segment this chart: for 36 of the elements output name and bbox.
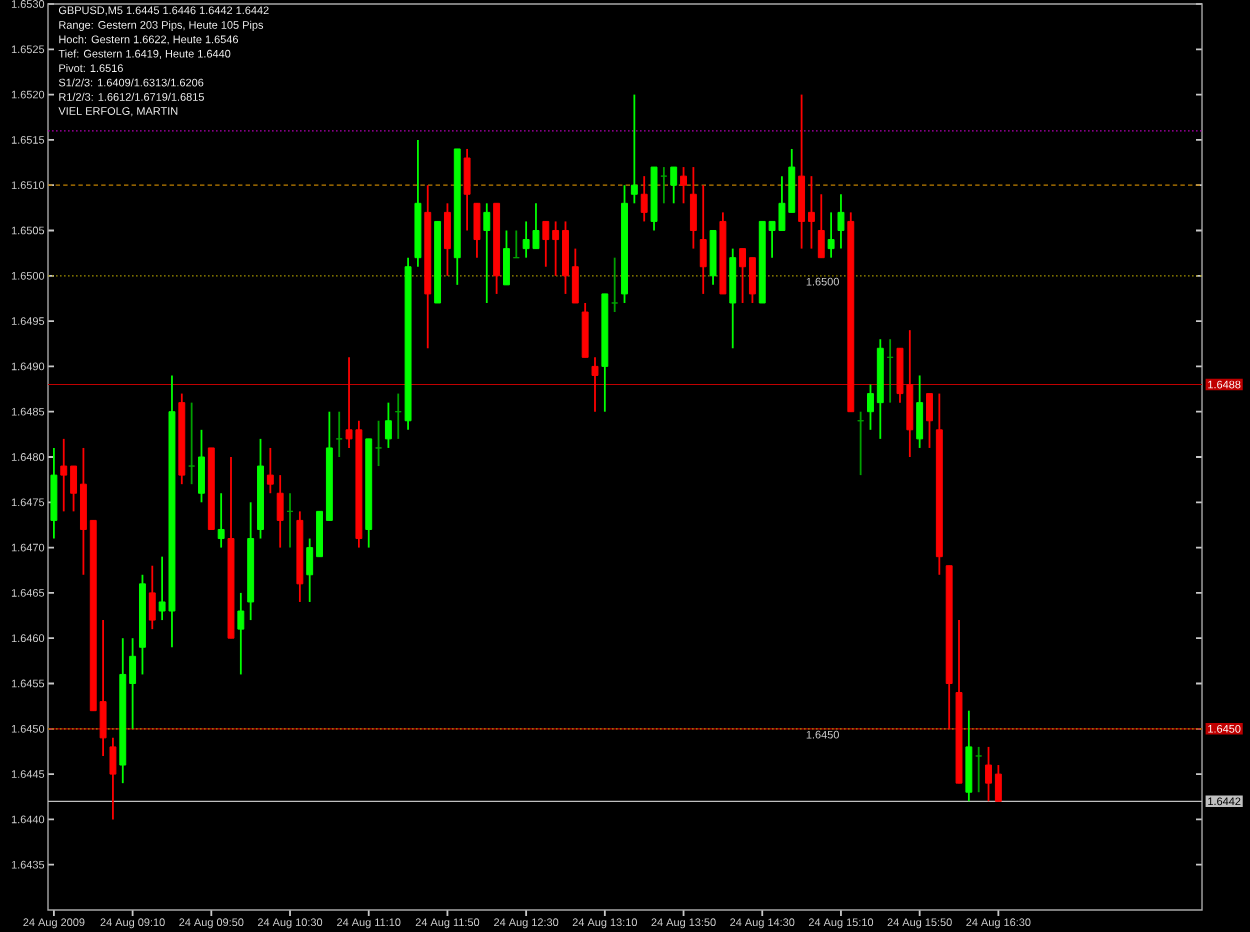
candlestick xyxy=(188,401,196,486)
candlestick xyxy=(384,401,392,449)
candlestick xyxy=(975,746,983,794)
candlestick xyxy=(916,374,924,449)
candlestick xyxy=(443,202,451,277)
candlestick xyxy=(837,193,845,250)
candlestick xyxy=(483,202,491,304)
candlestick xyxy=(689,166,697,250)
candlestick xyxy=(611,256,619,313)
candlestick xyxy=(699,184,707,295)
candlestick xyxy=(237,592,245,676)
candlestick xyxy=(375,419,383,467)
candlestick xyxy=(335,410,343,458)
candlestick xyxy=(660,166,668,205)
candlestick xyxy=(591,356,599,413)
candlestick xyxy=(473,202,481,259)
candlestick xyxy=(503,229,510,286)
candlestick xyxy=(463,148,471,232)
candlestick xyxy=(670,166,678,205)
candlestick xyxy=(630,93,638,205)
candlestick xyxy=(198,428,205,504)
candlestick xyxy=(680,166,687,205)
candlestick xyxy=(276,474,284,549)
candlestick xyxy=(50,447,58,540)
candlestick xyxy=(148,564,156,631)
candlestick xyxy=(965,709,973,803)
candlestick xyxy=(217,492,225,549)
candlestick xyxy=(581,302,589,359)
candlestick xyxy=(709,229,717,286)
candlestick xyxy=(729,247,737,350)
candlestick xyxy=(109,736,117,821)
candlestick xyxy=(266,447,274,495)
candlestick xyxy=(817,193,825,259)
candlestick xyxy=(827,211,835,259)
candlestick xyxy=(640,175,648,223)
candlestick xyxy=(926,392,933,449)
